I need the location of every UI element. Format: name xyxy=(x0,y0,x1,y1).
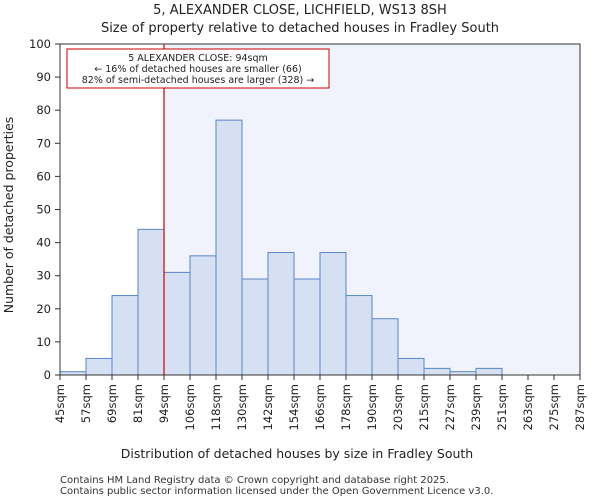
x-tick-label: 142sqm xyxy=(261,384,275,430)
annotation-line1: 5 ALEXANDER CLOSE: 94sqm xyxy=(128,53,268,64)
histogram-bar xyxy=(397,357,425,376)
y-tick-label: 90 xyxy=(36,70,51,84)
histogram-bar xyxy=(215,119,243,376)
x-tick-label: 94sqm xyxy=(157,384,171,423)
x-tick-label: 178sqm xyxy=(339,384,353,430)
y-tick-label: 10 xyxy=(36,335,51,349)
x-axis-ticks: 45sqm 57sqm 69sqm 81sqm 94sqm 106sqm 118sqm 130… xyxy=(53,375,587,430)
x-tick-label: 81sqm xyxy=(131,384,145,423)
y-tick-label: 70 xyxy=(36,136,51,150)
y-axis-label: Number of detached properties xyxy=(1,117,16,314)
y-tick-label: 30 xyxy=(36,269,51,283)
histogram-bar xyxy=(345,295,373,376)
x-tick-label: 130sqm xyxy=(235,384,249,430)
y-tick-label: 0 xyxy=(44,368,51,382)
x-tick-label: 118sqm xyxy=(209,384,223,430)
annotation-line2: ← 16% of detached houses are smaller (66… xyxy=(94,64,301,75)
x-tick-label: 251sqm xyxy=(495,384,509,430)
x-tick-label: 227sqm xyxy=(443,384,457,430)
y-tick-label: 20 xyxy=(36,302,51,316)
x-tick-label: 215sqm xyxy=(417,384,431,430)
histogram-bar xyxy=(475,367,503,376)
y-tick-label: 100 xyxy=(29,37,51,51)
histogram-bar xyxy=(319,252,347,376)
histogram-bar xyxy=(189,255,217,376)
histogram-bar xyxy=(293,278,321,376)
y-axis-ticks: 0 10 20 30 40 50 60 70 80 90 100 xyxy=(29,37,60,382)
x-tick-label: 203sqm xyxy=(391,384,405,430)
annotation-line3: 82% of semi-detached houses are larger (… xyxy=(82,75,315,86)
histogram-bar xyxy=(423,367,451,376)
x-tick-label: 239sqm xyxy=(469,384,483,430)
x-tick-label: 166sqm xyxy=(313,384,327,430)
x-tick-label: 263sqm xyxy=(521,384,535,430)
histogram-bar xyxy=(163,271,191,376)
chart-title-line1: 5, ALEXANDER CLOSE, LICHFIELD, WS13 8SH xyxy=(153,3,447,18)
histogram-bar xyxy=(137,228,165,376)
x-tick-label: 154sqm xyxy=(287,384,301,430)
histogram-bar xyxy=(267,252,295,376)
x-tick-label: 190sqm xyxy=(365,384,379,430)
footer-line2: Contains public sector information licen… xyxy=(60,486,493,497)
x-tick-label: 57sqm xyxy=(79,384,93,423)
y-tick-label: 60 xyxy=(36,169,51,183)
footer-line1: Contains HM Land Registry data © Crown c… xyxy=(60,475,449,486)
histogram-bar xyxy=(111,295,139,376)
y-tick-label: 50 xyxy=(36,203,51,217)
x-tick-label: 45sqm xyxy=(53,384,67,423)
y-tick-label: 40 xyxy=(36,236,51,250)
chart-title-line2: Size of property relative to detached ho… xyxy=(101,21,499,36)
histogram-bar xyxy=(85,357,113,376)
x-tick-label: 106sqm xyxy=(183,384,197,430)
x-tick-label: 287sqm xyxy=(573,384,587,430)
histogram-bar xyxy=(241,278,269,376)
y-tick-label: 80 xyxy=(36,103,51,117)
histogram-bar xyxy=(371,318,399,376)
x-axis-label: Distribution of detached houses by size … xyxy=(121,446,473,461)
x-tick-label: 69sqm xyxy=(105,384,119,423)
annotation-box xyxy=(66,48,330,89)
x-tick-label: 275sqm xyxy=(547,384,561,430)
plot-frame xyxy=(59,43,581,376)
